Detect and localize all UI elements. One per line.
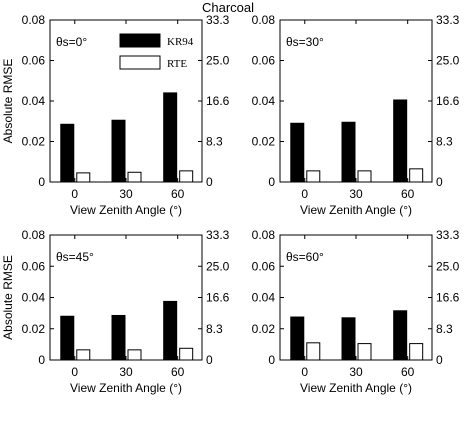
y2-tick-label: 33.3 bbox=[206, 228, 230, 242]
y2-tick-label: 33.3 bbox=[436, 228, 460, 242]
x-tick-label: 0 bbox=[71, 187, 78, 201]
x-tick-label: 30 bbox=[349, 365, 363, 379]
bar-kr94-0 bbox=[290, 316, 305, 361]
y-tick-label: 0 bbox=[38, 175, 45, 189]
y-tick-label: 0 bbox=[268, 353, 275, 367]
y2-tick-label: 0 bbox=[436, 353, 443, 367]
y-axis-label: Absolute RMSE bbox=[1, 255, 15, 340]
y2-tick-label: 33.3 bbox=[206, 13, 230, 27]
bar-rte-60 bbox=[179, 347, 194, 361]
x-axis-label: View Zenith Angle (°) bbox=[300, 381, 412, 395]
y-tick-label: 0.08 bbox=[252, 13, 276, 27]
x-tick-label: 60 bbox=[171, 187, 185, 201]
panel-label: θs=60° bbox=[286, 250, 324, 264]
legend-swatch-kr94 bbox=[119, 33, 161, 48]
y-tick-label: 0.02 bbox=[22, 135, 46, 149]
panel-2: 0 0 0.02 8.3 0.04 16.6 0.06 25.0 0.08 33.3 0 30 60 Vi… bbox=[252, 13, 460, 217]
y2-tick-label: 25.0 bbox=[206, 259, 230, 273]
bar-kr94-60 bbox=[163, 92, 178, 183]
y-tick-label: 0.08 bbox=[252, 228, 276, 242]
y2-tick-label: 16.6 bbox=[436, 291, 460, 305]
legend-label-rte: RTE bbox=[167, 58, 187, 70]
bar-kr94-30 bbox=[341, 317, 356, 361]
panel-label: θs=45° bbox=[56, 250, 94, 264]
x-tick-label: 30 bbox=[119, 365, 133, 379]
y2-tick-label: 25.0 bbox=[436, 259, 460, 273]
bar-kr94-0 bbox=[60, 123, 75, 183]
bar-kr94-30 bbox=[111, 314, 126, 361]
y2-tick-label: 0 bbox=[206, 175, 213, 189]
y-tick-label: 0.06 bbox=[22, 54, 46, 68]
legend-label-kr94: KR94 bbox=[167, 36, 194, 48]
y2-tick-label: 0 bbox=[206, 353, 213, 367]
y-tick-label: 0.06 bbox=[22, 259, 46, 273]
y-tick-label: 0.04 bbox=[252, 94, 276, 108]
legend-swatch-rte bbox=[119, 55, 161, 70]
bar-rte-0 bbox=[306, 342, 321, 361]
panel-label: θs=30° bbox=[286, 35, 324, 49]
x-tick-label: 30 bbox=[119, 187, 133, 201]
y2-tick-label: 33.3 bbox=[436, 13, 460, 27]
x-tick-label: 60 bbox=[171, 365, 185, 379]
y2-tick-label: 8.3 bbox=[436, 135, 453, 149]
x-axis-label: View Zenith Angle (°) bbox=[70, 381, 182, 395]
x-axis-label: View Zenith Angle (°) bbox=[300, 203, 412, 217]
y2-tick-label: 25.0 bbox=[436, 54, 460, 68]
x-tick-label: 60 bbox=[401, 187, 415, 201]
x-tick-label: 0 bbox=[71, 365, 78, 379]
y-tick-label: 0.04 bbox=[22, 94, 46, 108]
y2-tick-label: 16.6 bbox=[436, 94, 460, 108]
bar-kr94-60 bbox=[393, 310, 408, 361]
bar-rte-0 bbox=[76, 349, 91, 361]
y-tick-label: 0.02 bbox=[22, 322, 46, 336]
y-tick-label: 0.08 bbox=[22, 13, 46, 27]
bar-rte-30 bbox=[127, 171, 142, 183]
x-tick-label: 0 bbox=[301, 187, 308, 201]
y2-tick-label: 25.0 bbox=[206, 54, 230, 68]
bar-kr94-0 bbox=[60, 315, 75, 361]
y-tick-label: 0.06 bbox=[252, 54, 276, 68]
bar-rte-30 bbox=[127, 349, 142, 361]
y-tick-label: 0 bbox=[268, 175, 275, 189]
panel-3: 0 0 0.02 8.3 0.04 16.6 0.06 25.0 0.08 33.3 0 30 60 Vi… bbox=[1, 228, 230, 395]
y-axis-label: Absolute RMSE bbox=[1, 59, 15, 144]
y-tick-label: 0.04 bbox=[252, 291, 276, 305]
bar-rte-0 bbox=[306, 170, 321, 183]
panel-1: 0 0 0.02 8.3 0.04 16.6 0.06 25.0 0.08 33.3 0 30 60 Vi… bbox=[1, 13, 230, 217]
x-tick-label: 0 bbox=[301, 365, 308, 379]
y2-tick-label: 8.3 bbox=[206, 135, 223, 149]
bar-kr94-60 bbox=[393, 99, 408, 183]
figure-title: Charcoal bbox=[202, 0, 254, 15]
bar-rte-60 bbox=[179, 170, 194, 183]
bar-kr94-30 bbox=[111, 119, 126, 183]
panel-label: θs=0° bbox=[56, 35, 87, 49]
bar-rte-0 bbox=[76, 172, 91, 183]
x-tick-label: 30 bbox=[349, 187, 363, 201]
y-tick-label: 0.04 bbox=[22, 291, 46, 305]
y2-tick-label: 16.6 bbox=[206, 94, 230, 108]
y2-tick-label: 8.3 bbox=[206, 322, 223, 336]
y-tick-label: 0.08 bbox=[22, 228, 46, 242]
y2-tick-label: 8.3 bbox=[436, 322, 453, 336]
y-tick-label: 0 bbox=[38, 353, 45, 367]
bar-kr94-60 bbox=[163, 300, 178, 361]
bar-rte-60 bbox=[409, 168, 424, 183]
y2-tick-label: 16.6 bbox=[206, 291, 230, 305]
bar-kr94-0 bbox=[290, 122, 305, 183]
x-axis-label: View Zenith Angle (°) bbox=[70, 203, 182, 217]
bar-rte-60 bbox=[409, 343, 424, 361]
panel-4: 0 0 0.02 8.3 0.04 16.6 0.06 25.0 0.08 33.3 0 30 60 Vi… bbox=[252, 228, 460, 395]
y-tick-label: 0.06 bbox=[252, 259, 276, 273]
bar-kr94-30 bbox=[341, 121, 356, 183]
x-tick-label: 60 bbox=[401, 365, 415, 379]
y-tick-label: 0.02 bbox=[252, 135, 276, 149]
bar-rte-30 bbox=[357, 343, 372, 361]
bar-rte-30 bbox=[357, 170, 372, 183]
y-tick-label: 0.02 bbox=[252, 322, 276, 336]
y2-tick-label: 0 bbox=[436, 175, 443, 189]
